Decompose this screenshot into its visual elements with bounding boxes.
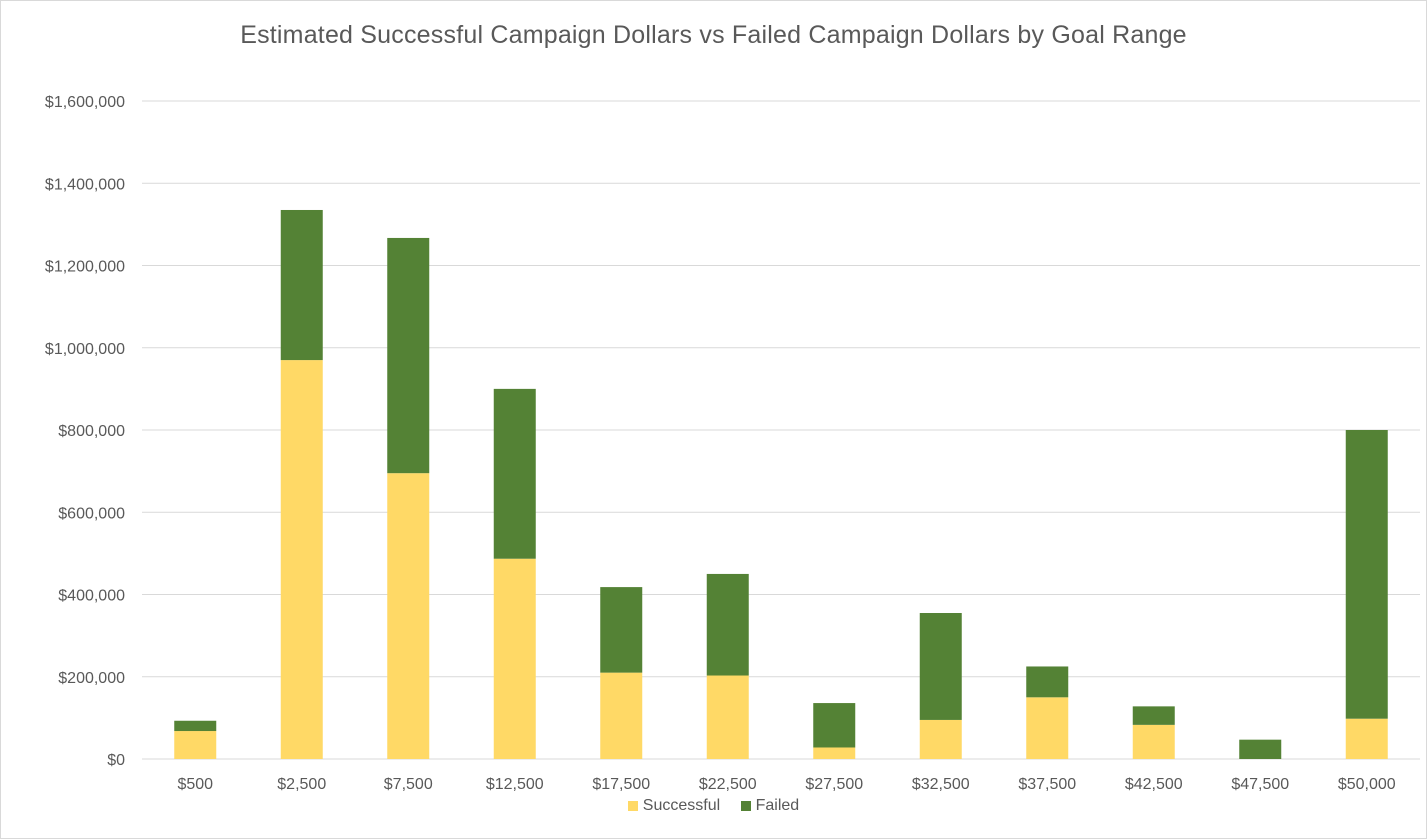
legend-item-failed: Failed — [740, 797, 800, 815]
bar-successful — [1132, 724, 1175, 759]
chart-title: Estimated Successful Campaign Dollars vs… — [240, 21, 1187, 49]
legend-label-successful: Successful — [642, 797, 721, 814]
bar-failed — [706, 573, 749, 676]
y-tick-label: $0 — [107, 752, 125, 769]
legend-label-failed: Failed — [755, 797, 800, 814]
bar-failed — [280, 209, 323, 361]
bar-failed — [174, 720, 217, 732]
legend-swatch-failed — [740, 801, 751, 811]
chart-legend: Successful Failed — [1, 797, 1426, 816]
x-tick-label: $2,500 — [277, 776, 326, 793]
bar-successful — [600, 672, 643, 759]
bar-successful — [280, 360, 323, 759]
y-tick-label: $1,200,000 — [45, 259, 125, 276]
bar-failed — [1132, 706, 1175, 725]
x-tick-label: $17,500 — [592, 776, 650, 793]
y-tick-label: $200,000 — [58, 670, 125, 687]
x-tick-label: $27,500 — [805, 776, 863, 793]
bar-failed — [600, 587, 643, 673]
y-tick-label: $1,000,000 — [45, 341, 125, 358]
bar-successful — [706, 675, 749, 759]
bar-failed — [813, 703, 856, 748]
y-tick-label: $1,600,000 — [45, 94, 125, 111]
bar-failed — [1239, 739, 1282, 759]
x-tick-label: $22,500 — [699, 776, 757, 793]
legend-item-successful: Successful — [627, 797, 721, 815]
y-tick-label: $800,000 — [58, 423, 125, 440]
bar-failed — [1026, 666, 1069, 698]
y-tick-label: $1,400,000 — [45, 176, 125, 193]
bar-failed — [1345, 430, 1388, 719]
bar-successful — [1026, 697, 1069, 759]
bar-successful — [919, 719, 962, 759]
y-tick-label: $400,000 — [58, 588, 125, 605]
x-tick-label: $37,500 — [1018, 776, 1076, 793]
legend-swatch-successful — [627, 801, 638, 811]
bar-successful — [174, 731, 217, 759]
x-tick-label: $50,000 — [1338, 776, 1396, 793]
bar-failed — [387, 237, 430, 474]
x-tick-label: $42,500 — [1125, 776, 1183, 793]
bar-successful — [1345, 718, 1388, 759]
bar-failed — [493, 388, 536, 559]
bar-failed — [919, 613, 962, 720]
x-tick-label: $7,500 — [384, 776, 433, 793]
bar-successful — [813, 747, 856, 759]
x-tick-label: $500 — [177, 776, 213, 793]
y-tick-label: $600,000 — [58, 505, 125, 522]
x-tick-label: $32,500 — [912, 776, 970, 793]
bar-successful — [387, 473, 430, 759]
x-tick-label: $47,500 — [1231, 776, 1289, 793]
bar-successful — [493, 558, 536, 759]
x-tick-label: $12,500 — [486, 776, 544, 793]
